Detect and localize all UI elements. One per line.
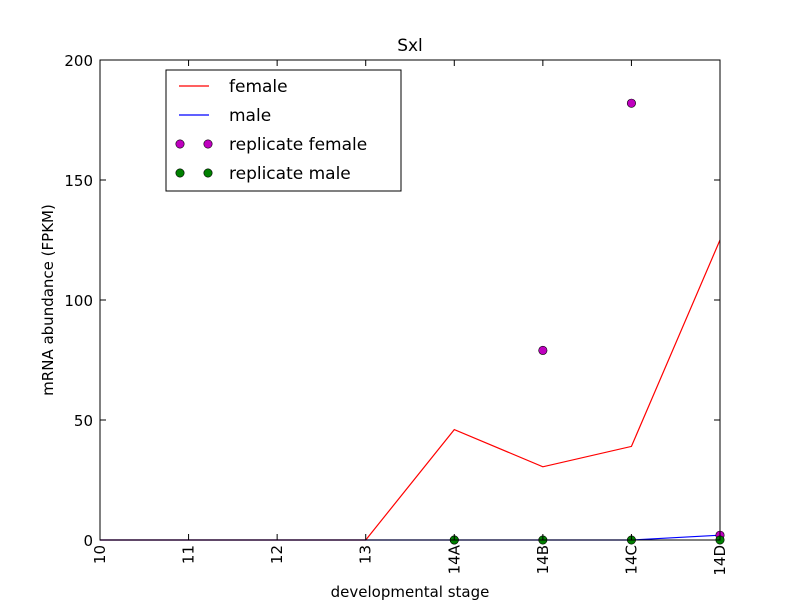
chart-title: Sxl [397,36,423,56]
legend-label: male [229,106,271,126]
legend-label: replicate female [229,135,367,155]
data-point-replicate-female [538,345,548,355]
legend-marker-swatch [175,168,185,178]
y-tick-label: 0 [83,532,93,550]
legend-marker-swatch [175,139,185,149]
x-tick-label: 13 [357,545,375,564]
plot-area: 0 50 100 150 200 10 11 12 13 14A 14B 14C 14D [64,52,729,576]
y-tick-label: 200 [64,52,93,70]
x-tick-label: 14C [622,545,640,575]
legend-marker-swatch [203,139,213,149]
x-tick-label: 14D [711,545,729,576]
x-tick-label: 14B [534,545,552,574]
y-tick-label: 50 [74,412,93,430]
x-tick-label: 12 [268,545,286,564]
data-point-replicate-female [626,98,636,108]
y-axis-label: mRNA abundance (FPKM) [39,204,57,396]
legend: female male replicate female replicate male [165,69,402,192]
y-tick-label: 100 [64,292,93,310]
legend-marker-swatch [203,168,213,178]
x-axis-label: developmental stage [331,583,490,600]
legend-label: replicate male [229,164,351,184]
y-tick-label: 150 [64,172,93,190]
x-tick-label: 14A [445,544,463,574]
x-tick-label: 11 [180,545,198,564]
x-tick-label: 10 [91,545,109,564]
legend-label: female [229,77,288,97]
